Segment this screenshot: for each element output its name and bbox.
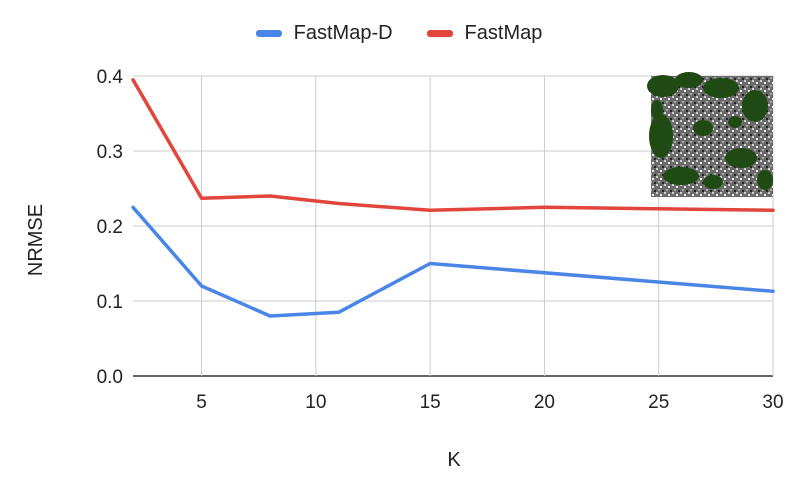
y-tick-label: 0.0 — [97, 367, 123, 388]
legend-label-fastmap-d: FastMap-D — [293, 22, 393, 44]
map-thumbnail-region — [693, 120, 713, 136]
map-thumbnail-region — [703, 175, 723, 189]
axis-tick-labels: 0.0 0.1 0.2 0.3 0.4 5 10 15 20 25 30 — [97, 67, 784, 413]
legend-item-fastmap[interactable]: FastMap — [426, 22, 543, 45]
map-thumbnail-region — [742, 90, 768, 122]
y-tick-label: 0.4 — [97, 67, 124, 88]
x-tick-label: 30 — [762, 392, 783, 413]
map-thumbnail-region — [703, 78, 739, 98]
y-tick-label: 0.3 — [97, 142, 123, 163]
map-thumbnail — [647, 72, 773, 197]
x-axis-title: K — [447, 449, 461, 471]
map-thumbnail-region — [647, 75, 679, 97]
legend-item-fastmap-d[interactable]: FastMap-D — [255, 22, 393, 45]
legend-swatch-fastmap — [426, 30, 453, 37]
x-tick-label: 25 — [648, 392, 669, 413]
series-line-fastmap-d — [131, 205, 775, 318]
x-tick-label: 5 — [196, 392, 207, 413]
series-layer — [131, 78, 775, 318]
legend-swatch-fastmap-d — [255, 30, 282, 37]
map-thumbnail-region — [757, 170, 773, 190]
x-tick-label: 15 — [420, 392, 441, 413]
map-thumbnail-region — [728, 116, 742, 128]
legend: FastMap-D FastMap — [0, 22, 798, 45]
map-thumbnail-region — [651, 100, 663, 120]
y-axis-title: NRMSE — [25, 204, 47, 276]
y-tick-label: 0.2 — [97, 217, 123, 238]
legend-label-fastmap: FastMap — [464, 22, 543, 44]
x-tick-label: 10 — [305, 392, 326, 413]
map-thumbnail-region — [725, 148, 757, 168]
x-tick-label: 20 — [534, 392, 555, 413]
map-thumbnail-region — [649, 114, 673, 158]
map-thumbnail-region — [663, 167, 699, 185]
series-line-fastmap — [131, 78, 775, 213]
map-thumbnail-region — [675, 72, 703, 88]
y-tick-label: 0.1 — [97, 292, 123, 313]
